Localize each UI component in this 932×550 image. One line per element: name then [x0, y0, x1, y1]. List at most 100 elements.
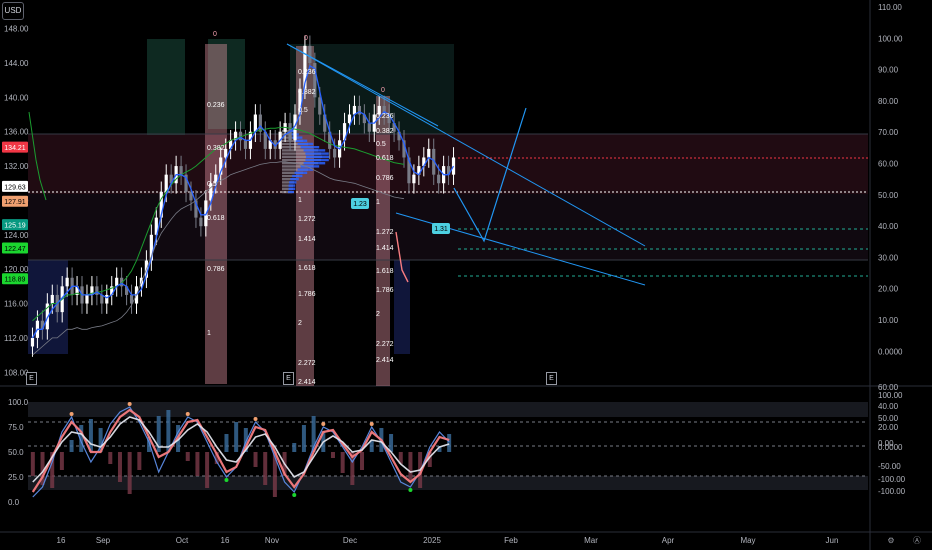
oscillator-signal-dots: [69, 402, 413, 497]
event-marker-icon[interactable]: E: [546, 372, 557, 385]
price-axis-right-label: 100.00: [878, 34, 903, 43]
volume-profile-bar: [282, 139, 303, 142]
candle-body: [95, 286, 99, 295]
histogram-bar: [408, 452, 413, 482]
time-axis[interactable]: 16 Sep Oct 16 Nov Dec 2025 Feb Mar Apr May Jun: [57, 536, 839, 545]
histogram-bar: [117, 452, 122, 482]
top-signal-dot: [369, 422, 374, 426]
time-axis-label: Dec: [343, 536, 357, 545]
bottom-signal-dot: [408, 488, 413, 492]
price-axis-label: 144.00: [4, 59, 29, 68]
fib-label: 1.414: [376, 245, 394, 252]
candle-body: [407, 157, 411, 184]
price-axis-label: 132.00: [4, 162, 29, 171]
fib-label: 0: [213, 31, 217, 38]
fib-label: 1: [298, 197, 302, 204]
svg-text:1.23: 1.23: [353, 201, 367, 208]
oscillator-axis-right-label: -100.00: [878, 475, 906, 484]
oscillator-axis-right-label: -50.00: [878, 462, 901, 471]
price-tag-bg: [2, 180, 28, 192]
oscillator-axis-left: 100.0 75.0 50.0 25.0 0.0: [8, 398, 29, 507]
candle-body: [392, 123, 396, 132]
candle-body: [253, 114, 257, 132]
candle-body: [219, 157, 223, 175]
candle-body: [313, 62, 317, 98]
volume-profile-bar: [305, 152, 329, 155]
candle-body: [328, 131, 332, 149]
volume-profile-bar: [282, 190, 292, 194]
candle-body: [233, 131, 238, 141]
event-marker-icon[interactable]: E: [283, 372, 294, 385]
price-axis-right-label: 80.00: [878, 97, 899, 106]
candle-body: [258, 114, 262, 132]
candle-body: [367, 123, 371, 132]
oscillator-axis-label: 25.0: [8, 473, 24, 482]
price-axis-right-label: 60.00: [878, 160, 899, 169]
lower-band-line: [32, 161, 405, 356]
volume-profile-bar: [289, 130, 297, 133]
histogram-bar: [427, 452, 432, 467]
histogram-bar: [166, 410, 171, 452]
candle-body: [120, 277, 124, 287]
candle-body: [397, 131, 401, 141]
candle-body: [229, 140, 233, 149]
candle-body: [352, 105, 357, 115]
histogram-bar: [253, 452, 258, 467]
histogram-bar: [205, 452, 210, 488]
price-axis-label: 136.00: [4, 128, 29, 137]
fast-average-line: [31, 64, 455, 339]
histogram-bar: [350, 452, 355, 485]
histogram-bar: [69, 440, 74, 452]
zone-label-2: 1.31: [432, 223, 450, 234]
candle-body: [417, 166, 421, 175]
price-tag-bg: [2, 273, 28, 285]
auto-scale-icon[interactable]: Ⓐ: [913, 536, 921, 545]
zone-label-1: 1.23: [351, 198, 369, 209]
volume-profile-bar: [290, 178, 299, 181]
candle-body: [149, 234, 153, 261]
candle-body: [318, 97, 322, 115]
price-axis-label: 120.00: [4, 265, 29, 274]
histogram-bar: [272, 452, 277, 497]
time-axis-label: 2025: [423, 536, 441, 545]
candle-body: [100, 294, 104, 304]
candle-body: [387, 114, 391, 124]
fib-label: 0.618: [376, 155, 394, 162]
histogram-bar: [195, 452, 200, 476]
price-axis-right-label: 20.00: [878, 285, 899, 294]
candle-body: [437, 174, 441, 184]
histogram-bar: [234, 422, 239, 452]
candle-body: [209, 183, 213, 201]
candle-body: [342, 123, 347, 141]
price-tag: 127.91: [4, 199, 26, 206]
fib-label: 0.5: [207, 181, 217, 188]
candle-body: [214, 174, 218, 184]
candle-body: [268, 140, 272, 149]
fib-label: 1.786: [298, 291, 316, 298]
candle-body: [238, 131, 243, 141]
volume-profile-bar: [292, 174, 303, 178]
candle-body: [377, 105, 381, 115]
event-marker-icon[interactable]: E: [26, 372, 37, 385]
candle-body: [243, 140, 248, 149]
price-indicator-lines: [31, 64, 455, 356]
price-axis-right: 110.00 100.00 90.00 80.00 70.00 60.00 50.00 40.…: [878, 3, 903, 356]
fib-label: 0.618: [207, 215, 225, 222]
histogram-bar: [301, 425, 306, 452]
histogram-bar: [389, 434, 394, 452]
oscillator-slow-line: [32, 416, 450, 483]
time-axis-label: Mar: [584, 536, 598, 545]
fib-label: 1.786: [376, 287, 394, 294]
currency-button[interactable]: USD: [2, 2, 24, 20]
gear-icon[interactable]: ⚙: [887, 536, 895, 545]
price-axis-right-label: 10.00: [878, 316, 899, 325]
oscillator-axis-right-label: 60.00: [878, 383, 899, 392]
histogram-bar: [263, 452, 268, 485]
candle-body: [412, 174, 416, 184]
histogram-bar: [127, 452, 132, 494]
volume-profile-bar: [282, 155, 322, 158]
histogram-bar: [292, 443, 297, 452]
price-axis-right-label: 40.00: [878, 222, 899, 231]
fib-label: 2: [376, 311, 380, 318]
